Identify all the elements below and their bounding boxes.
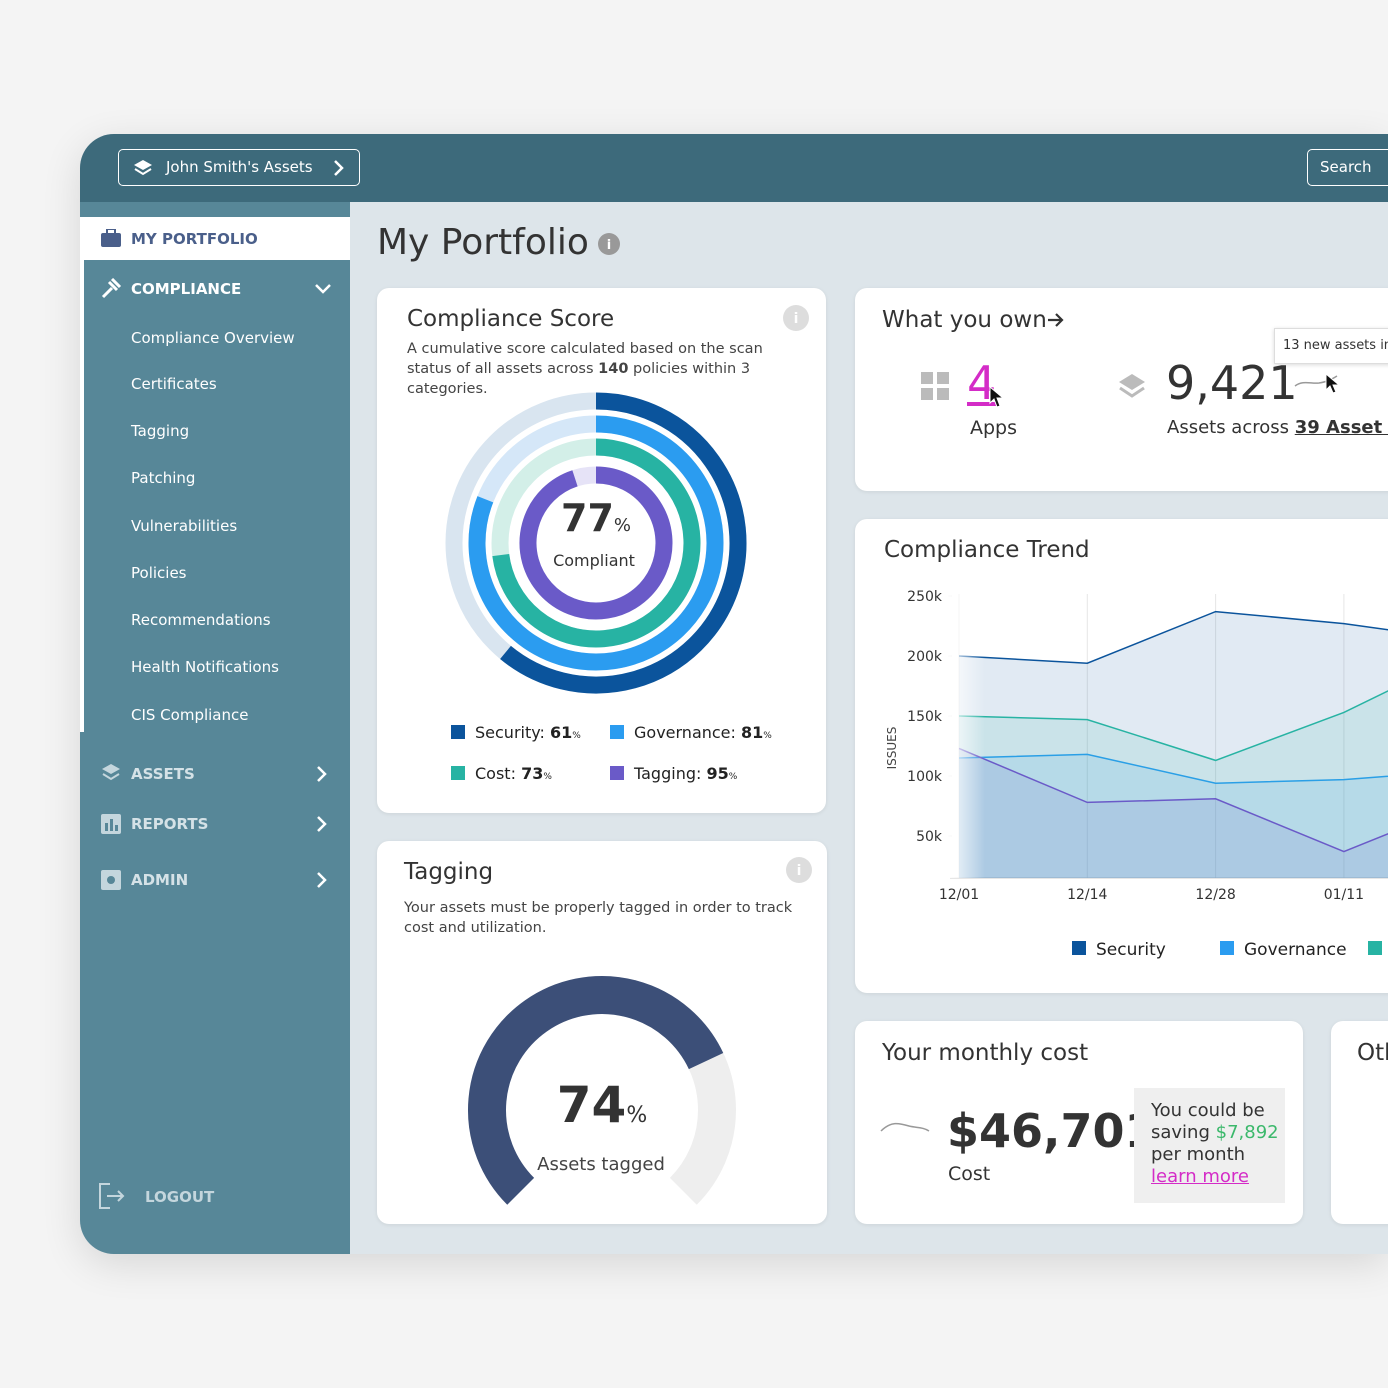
nav-label[interactable]: REPORTS (131, 815, 209, 833)
account-switcher[interactable]: John Smith's Assets (118, 149, 360, 186)
logout-icon (99, 1183, 125, 1209)
sparkline (880, 1122, 930, 1132)
saving-amount: $7,892 (1215, 1122, 1279, 1143)
asset-types-link[interactable]: 39 Asset Typ (1294, 417, 1388, 438)
layers-icon (102, 764, 120, 781)
gavel-icon (101, 278, 122, 299)
chevron-down (315, 284, 331, 294)
card-description: Your assets must be properly tagged in o… (404, 900, 793, 936)
search-placeholder: Search (1320, 158, 1372, 176)
submenu-item[interactable]: CIS Compliance (131, 706, 249, 724)
text: You could be saving (1151, 1100, 1265, 1143)
submenu-item[interactable]: Health Notifications (131, 658, 279, 676)
svg-text:i: i (797, 863, 802, 879)
sidebar: MY PORTFOLIO COMPLIANCE Compliance Overv… (80, 202, 350, 1254)
apps-label: Apps (970, 417, 1018, 439)
monthly-cost-card: Your monthly cost $46,701 Cost You could… (855, 1021, 1303, 1224)
submenu-item[interactable]: Recommendations (131, 611, 271, 629)
arrow-icon (1048, 313, 1064, 327)
top-bar: John Smith's Assets Search (80, 134, 1388, 202)
nav-label[interactable]: ASSETS (131, 765, 195, 783)
submenu-item[interactable]: Tagging (131, 422, 190, 440)
logout-label[interactable]: LOGOUT (145, 1188, 215, 1206)
page-title: My Portfolio (377, 222, 589, 263)
svg-text:i: i (607, 238, 611, 253)
chevron (317, 816, 327, 832)
policy-count: 140 (598, 361, 629, 377)
assets-caption: Assets across 39 Asset Typ (1167, 417, 1388, 438)
cost-label: Cost (948, 1163, 991, 1185)
submenu-item[interactable]: Compliance Overview (131, 329, 295, 347)
search-box[interactable]: Search (1307, 149, 1388, 186)
card-title: Your monthly cost (882, 1040, 1089, 1066)
account-name: John Smith's Assets (166, 158, 313, 176)
chevron (317, 766, 327, 782)
portfolio-row[interactable]: MY PORTFOLIO (80, 217, 350, 260)
svg-text:i: i (794, 311, 799, 327)
card-description: A cumulative score calculated based on t… (407, 339, 807, 399)
nav-label: MY PORTFOLIO (131, 230, 258, 248)
cost-amount: $46,701 (947, 1104, 1157, 1158)
briefcase-icon (101, 229, 121, 247)
card-title: Compliance Trend (884, 537, 1090, 563)
assets-count: 9,421 (1166, 356, 1298, 410)
layers-icon (1119, 374, 1145, 398)
text: per month (1151, 1144, 1246, 1165)
cursor (989, 386, 1005, 408)
card-title: Tagging (404, 859, 494, 885)
tagging-card: Tagging i Your assets must be properly t… (377, 841, 827, 1224)
card-title: Oth (1357, 1040, 1388, 1066)
submenu-item[interactable]: Policies (131, 564, 187, 582)
what-you-own-card: What you own 4 Apps 9,421 Assets across … (855, 288, 1388, 491)
savings-callout: You could be saving $7,892 per month lear… (1134, 1088, 1285, 1203)
submenu-item[interactable]: Certificates (131, 375, 217, 393)
submenu-item[interactable]: Vulnerabilities (131, 517, 238, 535)
nav-label[interactable]: ADMIN (131, 871, 189, 889)
reports-icon (101, 814, 121, 834)
text: Assets across (1167, 417, 1295, 438)
compliance-trend-card: Compliance Trend (855, 519, 1388, 993)
tooltip: 13 new assets in t (1274, 328, 1388, 364)
text: A cumulative score calculated based on t… (407, 341, 763, 377)
other-card: Oth (1331, 1021, 1388, 1224)
active-indicator (80, 260, 84, 732)
layers-icon (134, 160, 152, 176)
learn-more-link[interactable]: learn more (1151, 1166, 1249, 1187)
info-icon: i (786, 857, 812, 883)
info-icon: i (598, 233, 620, 255)
sparkline (1294, 372, 1341, 394)
card-title[interactable]: What you own (882, 307, 1047, 333)
admin-icon (101, 870, 121, 890)
nav-label[interactable]: COMPLIANCE (131, 280, 242, 298)
apps-icon (921, 372, 949, 400)
chevron (317, 872, 327, 888)
card-title: Compliance Score (407, 306, 615, 332)
submenu-item[interactable]: Patching (131, 469, 196, 487)
info-icon: i (783, 305, 809, 331)
chevron (334, 160, 344, 176)
compliance-score-card: Compliance Score i A cumulative score ca… (377, 288, 826, 813)
